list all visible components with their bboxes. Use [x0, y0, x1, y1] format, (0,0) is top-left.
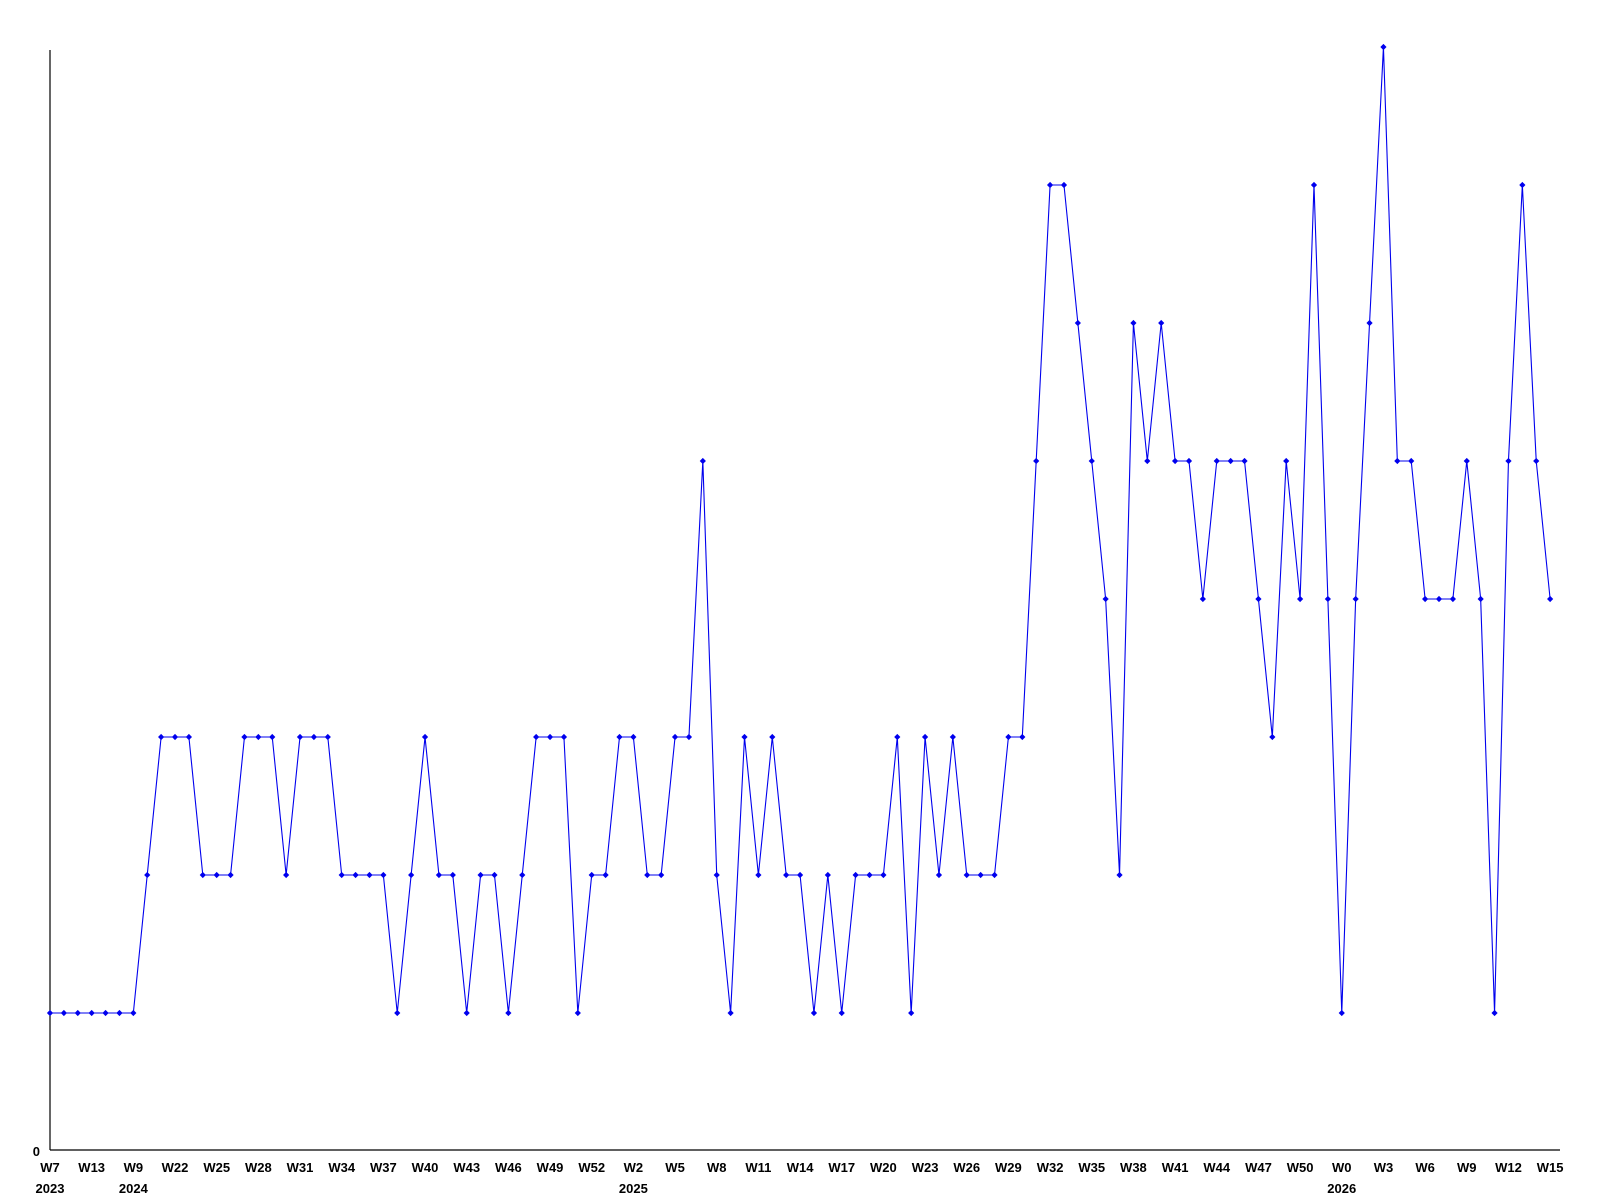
svg-text:W3: W3 — [1374, 1160, 1394, 1175]
svg-text:W2: W2 — [624, 1160, 644, 1175]
svg-text:W52: W52 — [578, 1160, 605, 1175]
svg-text:W15: W15 — [1537, 1160, 1564, 1175]
svg-text:W34: W34 — [328, 1160, 356, 1175]
svg-text:W32: W32 — [1037, 1160, 1064, 1175]
svg-text:W40: W40 — [412, 1160, 439, 1175]
svg-text:W20: W20 — [870, 1160, 897, 1175]
svg-text:W44: W44 — [1203, 1160, 1231, 1175]
svg-text:W9: W9 — [124, 1160, 144, 1175]
svg-text:W9: W9 — [1457, 1160, 1477, 1175]
svg-text:W17: W17 — [828, 1160, 855, 1175]
svg-text:0: 0 — [33, 1144, 40, 1159]
svg-text:W50: W50 — [1287, 1160, 1314, 1175]
svg-text:W25: W25 — [203, 1160, 230, 1175]
svg-text:W29: W29 — [995, 1160, 1022, 1175]
svg-text:W13: W13 — [78, 1160, 105, 1175]
svg-text:2026: 2026 — [1327, 1181, 1356, 1196]
svg-text:W8: W8 — [707, 1160, 727, 1175]
svg-text:W43: W43 — [453, 1160, 480, 1175]
svg-text:W12: W12 — [1495, 1160, 1522, 1175]
svg-text:2025: 2025 — [619, 1181, 648, 1196]
svg-text:W41: W41 — [1162, 1160, 1189, 1175]
svg-text:W22: W22 — [162, 1160, 189, 1175]
svg-text:W11: W11 — [745, 1160, 771, 1175]
svg-text:2024: 2024 — [119, 1181, 149, 1196]
svg-text:W14: W14 — [787, 1160, 815, 1175]
svg-text:W7: W7 — [40, 1160, 60, 1175]
svg-text:W47: W47 — [1245, 1160, 1272, 1175]
svg-text:W37: W37 — [370, 1160, 397, 1175]
svg-text:W28: W28 — [245, 1160, 272, 1175]
svg-text:W31: W31 — [287, 1160, 314, 1175]
svg-text:W38: W38 — [1120, 1160, 1147, 1175]
svg-text:W23: W23 — [912, 1160, 939, 1175]
svg-text:W46: W46 — [495, 1160, 522, 1175]
svg-text:W0: W0 — [1332, 1160, 1352, 1175]
svg-text:2023: 2023 — [36, 1181, 65, 1196]
svg-text:W35: W35 — [1078, 1160, 1105, 1175]
svg-text:W26: W26 — [953, 1160, 980, 1175]
svg-text:W5: W5 — [665, 1160, 685, 1175]
svg-text:W6: W6 — [1415, 1160, 1435, 1175]
svg-text:W49: W49 — [537, 1160, 564, 1175]
